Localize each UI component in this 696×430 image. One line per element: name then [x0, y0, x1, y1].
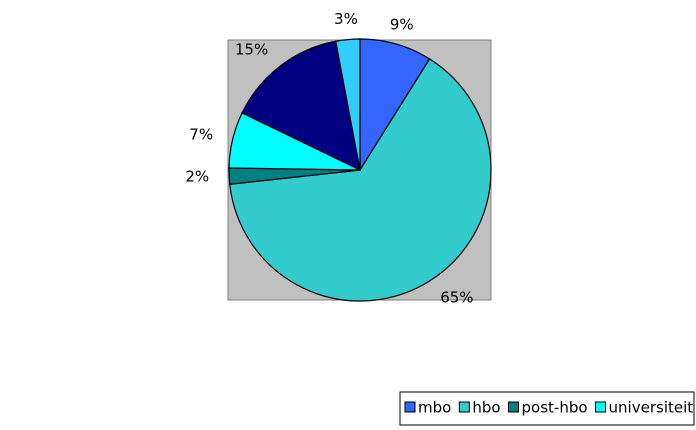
legend-label: universiteit: [609, 399, 694, 417]
legend-label: mbo: [418, 399, 451, 417]
legend-swatch: [508, 401, 520, 413]
legend-label: post-hbo: [522, 399, 588, 417]
data-label: 65%: [440, 288, 473, 306]
legend-box: [399, 391, 695, 426]
pie-slice: [229, 58, 492, 302]
legend-swatch: [595, 401, 607, 413]
pie-slice: [334, 38, 361, 171]
data-label: 3%: [334, 10, 358, 28]
data-label: 7%: [189, 126, 213, 144]
legend-label: hbo: [472, 399, 500, 417]
pie-slice: [241, 40, 361, 172]
legend-swatch: [458, 401, 470, 413]
data-label: 2%: [185, 168, 209, 186]
legend-swatch: [404, 401, 416, 413]
data-label: 15%: [235, 41, 268, 59]
data-label: 9%: [390, 15, 414, 33]
